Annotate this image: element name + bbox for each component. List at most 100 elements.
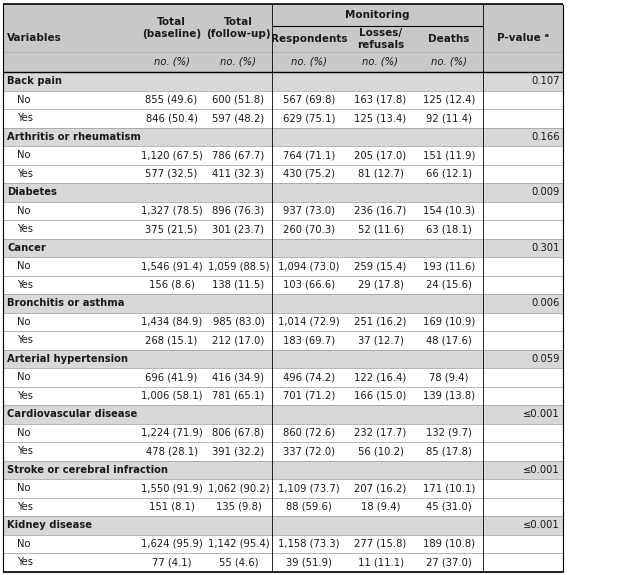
Text: 1,142 (95.4): 1,142 (95.4) bbox=[208, 539, 269, 549]
Text: 56 (10.2): 56 (10.2) bbox=[358, 446, 403, 456]
Text: 629 (75.1): 629 (75.1) bbox=[283, 113, 335, 123]
Bar bbox=[3, 553, 563, 572]
Text: 1,224 (71.9): 1,224 (71.9) bbox=[141, 428, 202, 438]
Text: 139 (13.8): 139 (13.8) bbox=[423, 391, 475, 401]
Text: 29 (17.8): 29 (17.8) bbox=[358, 280, 403, 290]
Text: no. (%): no. (%) bbox=[363, 57, 399, 67]
Text: 846 (50.4): 846 (50.4) bbox=[146, 113, 198, 123]
Text: Total
(follow-up): Total (follow-up) bbox=[206, 17, 271, 39]
Text: 0.009: 0.009 bbox=[532, 187, 560, 197]
Text: 1,014 (72.9): 1,014 (72.9) bbox=[278, 317, 340, 327]
Text: 154 (10.3): 154 (10.3) bbox=[423, 206, 475, 216]
Bar bbox=[3, 90, 563, 109]
Text: 11 (11.1): 11 (11.1) bbox=[358, 557, 404, 568]
Text: 77 (4.1): 77 (4.1) bbox=[152, 557, 191, 568]
Bar bbox=[3, 331, 563, 350]
Text: Kidney disease: Kidney disease bbox=[7, 520, 92, 530]
Text: 122 (16.4): 122 (16.4) bbox=[354, 372, 406, 382]
Text: 391 (32.2): 391 (32.2) bbox=[213, 446, 265, 456]
Text: Yes: Yes bbox=[17, 224, 33, 234]
Text: 0.166: 0.166 bbox=[532, 132, 560, 142]
Bar bbox=[3, 220, 563, 239]
Text: ≤0.001: ≤0.001 bbox=[523, 409, 560, 419]
Text: 806 (67.8): 806 (67.8) bbox=[213, 428, 265, 438]
Text: Diabetes: Diabetes bbox=[7, 187, 57, 197]
Text: Back pain: Back pain bbox=[7, 76, 62, 86]
Text: No: No bbox=[17, 206, 31, 216]
Text: ≤0.001: ≤0.001 bbox=[523, 465, 560, 475]
Text: 66 (12.1): 66 (12.1) bbox=[426, 168, 472, 179]
Text: 0.107: 0.107 bbox=[532, 76, 560, 86]
Text: No: No bbox=[17, 95, 31, 105]
Text: 896 (76.3): 896 (76.3) bbox=[213, 206, 265, 216]
Text: 236 (16.7): 236 (16.7) bbox=[354, 206, 406, 216]
Text: 1,120 (67.5): 1,120 (67.5) bbox=[141, 150, 202, 160]
Text: 786 (67.7): 786 (67.7) bbox=[213, 150, 265, 160]
Text: Yes: Yes bbox=[17, 335, 33, 345]
Text: 205 (17.0): 205 (17.0) bbox=[354, 150, 406, 160]
Text: 151 (8.1): 151 (8.1) bbox=[148, 502, 195, 512]
Text: Arthritis or rheumatism: Arthritis or rheumatism bbox=[7, 132, 141, 142]
Text: 496 (74.2): 496 (74.2) bbox=[283, 372, 335, 382]
Text: 166 (15.0): 166 (15.0) bbox=[354, 391, 406, 401]
Text: 1,546 (91.4): 1,546 (91.4) bbox=[141, 261, 202, 271]
Text: 103 (66.6): 103 (66.6) bbox=[283, 280, 335, 290]
Text: 169 (10.9): 169 (10.9) bbox=[423, 317, 475, 327]
Text: 301 (23.7): 301 (23.7) bbox=[213, 224, 265, 234]
Text: 27 (37.0): 27 (37.0) bbox=[426, 557, 472, 568]
Text: 701 (71.2): 701 (71.2) bbox=[283, 391, 335, 401]
Text: 567 (69.8): 567 (69.8) bbox=[283, 95, 335, 105]
Text: Yes: Yes bbox=[17, 280, 33, 290]
Text: Yes: Yes bbox=[17, 557, 33, 568]
Text: 92 (11.4): 92 (11.4) bbox=[426, 113, 472, 123]
Text: No: No bbox=[17, 150, 31, 160]
Text: no. (%): no. (%) bbox=[153, 57, 189, 67]
Text: 48 (17.6): 48 (17.6) bbox=[426, 335, 472, 345]
Text: 1,327 (78.5): 1,327 (78.5) bbox=[141, 206, 202, 216]
Text: 193 (11.6): 193 (11.6) bbox=[423, 261, 475, 271]
Text: 577 (32.5): 577 (32.5) bbox=[145, 168, 198, 179]
Text: 416 (34.9): 416 (34.9) bbox=[213, 372, 265, 382]
Text: 88 (59.6): 88 (59.6) bbox=[286, 502, 332, 512]
Text: 1,059 (88.5): 1,059 (88.5) bbox=[208, 261, 269, 271]
Text: 0.006: 0.006 bbox=[532, 298, 560, 308]
Bar bbox=[3, 479, 563, 497]
Text: Total
(baseline): Total (baseline) bbox=[142, 17, 201, 39]
Bar bbox=[3, 183, 563, 201]
Bar bbox=[3, 312, 563, 331]
Text: 78 (9.4): 78 (9.4) bbox=[429, 372, 469, 382]
Bar bbox=[3, 4, 563, 72]
Text: 937 (73.0): 937 (73.0) bbox=[283, 206, 335, 216]
Text: 985 (83.0): 985 (83.0) bbox=[213, 317, 265, 327]
Text: 81 (12.7): 81 (12.7) bbox=[358, 168, 403, 179]
Text: Bronchitis or asthma: Bronchitis or asthma bbox=[7, 298, 125, 308]
Text: 1,094 (73.0): 1,094 (73.0) bbox=[279, 261, 340, 271]
Text: 597 (48.2): 597 (48.2) bbox=[213, 113, 265, 123]
Text: 24 (15.6): 24 (15.6) bbox=[426, 280, 472, 290]
Text: 85 (17.8): 85 (17.8) bbox=[426, 446, 472, 456]
Text: No: No bbox=[17, 261, 31, 271]
Bar bbox=[3, 535, 563, 553]
Text: Variables: Variables bbox=[7, 33, 62, 43]
Text: 251 (16.2): 251 (16.2) bbox=[354, 317, 406, 327]
Text: 132 (9.7): 132 (9.7) bbox=[426, 428, 472, 438]
Bar bbox=[3, 146, 563, 164]
Text: 855 (49.6): 855 (49.6) bbox=[146, 95, 198, 105]
Text: 268 (15.1): 268 (15.1) bbox=[145, 335, 198, 345]
Text: no. (%): no. (%) bbox=[291, 57, 327, 67]
Text: Yes: Yes bbox=[17, 168, 33, 179]
Text: 1,062 (90.2): 1,062 (90.2) bbox=[208, 483, 269, 493]
Bar bbox=[3, 424, 563, 442]
Text: Respondents: Respondents bbox=[271, 34, 347, 44]
Text: Arterial hypertension: Arterial hypertension bbox=[7, 354, 128, 364]
Text: No: No bbox=[17, 372, 31, 382]
Text: 138 (11.5): 138 (11.5) bbox=[213, 280, 265, 290]
Text: 696 (41.9): 696 (41.9) bbox=[145, 372, 198, 382]
Bar bbox=[3, 239, 563, 257]
Text: No: No bbox=[17, 428, 31, 438]
Text: 1,550 (91.9): 1,550 (91.9) bbox=[141, 483, 202, 493]
Text: 1,006 (58.1): 1,006 (58.1) bbox=[141, 391, 202, 401]
Text: 781 (65.1): 781 (65.1) bbox=[213, 391, 265, 401]
Bar bbox=[3, 405, 563, 424]
Text: 0.301: 0.301 bbox=[532, 243, 560, 253]
